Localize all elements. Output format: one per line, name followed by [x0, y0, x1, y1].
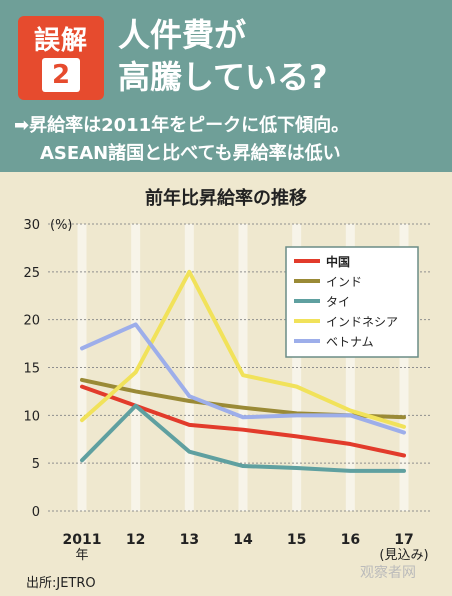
x-tick-label: 13 — [180, 532, 199, 548]
badge-number: 2 — [42, 58, 80, 92]
source-note: 出所:JETRO — [26, 576, 96, 591]
series-line — [80, 322, 406, 435]
y-tick-label: 30 — [23, 218, 40, 233]
legend-label: インド — [326, 275, 362, 289]
legend-label: ベトナム — [326, 335, 374, 349]
x-tick-suffix-estimate: (見込み) — [379, 548, 428, 563]
x-tick-label: 2011 — [63, 532, 102, 548]
legend-label: インドネシア — [326, 315, 398, 329]
badge-label: 誤解 — [33, 26, 88, 56]
header-panel: 誤解 2 人件費が 高騰している? ➡昇給率は2011年をピークに低下傾向。 A… — [0, 0, 452, 172]
subheading-line-2: ASEAN諸国と比べても昇給率は低い — [40, 143, 341, 164]
legend-label: 中国 — [326, 254, 350, 269]
chart-title: 前年比昇給率の推移 — [145, 188, 307, 209]
legend-label: タイ — [326, 295, 350, 309]
series-line — [80, 403, 406, 473]
headline-line-2: 高騰している? — [118, 58, 328, 96]
y-tick-label: 15 — [23, 362, 40, 377]
subheading-line-1: ➡昇給率は2011年をピークに低下傾向。 — [14, 115, 350, 136]
headline-line-1: 人件費が — [118, 16, 247, 54]
watermark: 观察者网 — [360, 565, 416, 581]
x-tick-label: 15 — [287, 532, 306, 548]
y-axis-unit: (%) — [50, 218, 73, 233]
y-tick-label: 20 — [23, 314, 40, 329]
y-tick-label: 25 — [23, 266, 40, 281]
chart-background — [0, 172, 452, 596]
x-tick-label: 14 — [233, 532, 253, 548]
x-tick-label: 12 — [126, 532, 145, 548]
y-tick-label: 5 — [32, 457, 40, 472]
y-tick-label: 10 — [23, 409, 40, 424]
y-tick-label: 0 — [32, 505, 40, 520]
x-tick-label: 17 — [394, 532, 413, 548]
headline: 人件費が 高騰している? — [118, 14, 448, 98]
series-line — [80, 269, 406, 429]
x-tick-suffix-year: 年 — [75, 548, 88, 563]
misconception-badge: 誤解 2 — [18, 16, 104, 100]
x-tick-label: 16 — [341, 532, 360, 548]
